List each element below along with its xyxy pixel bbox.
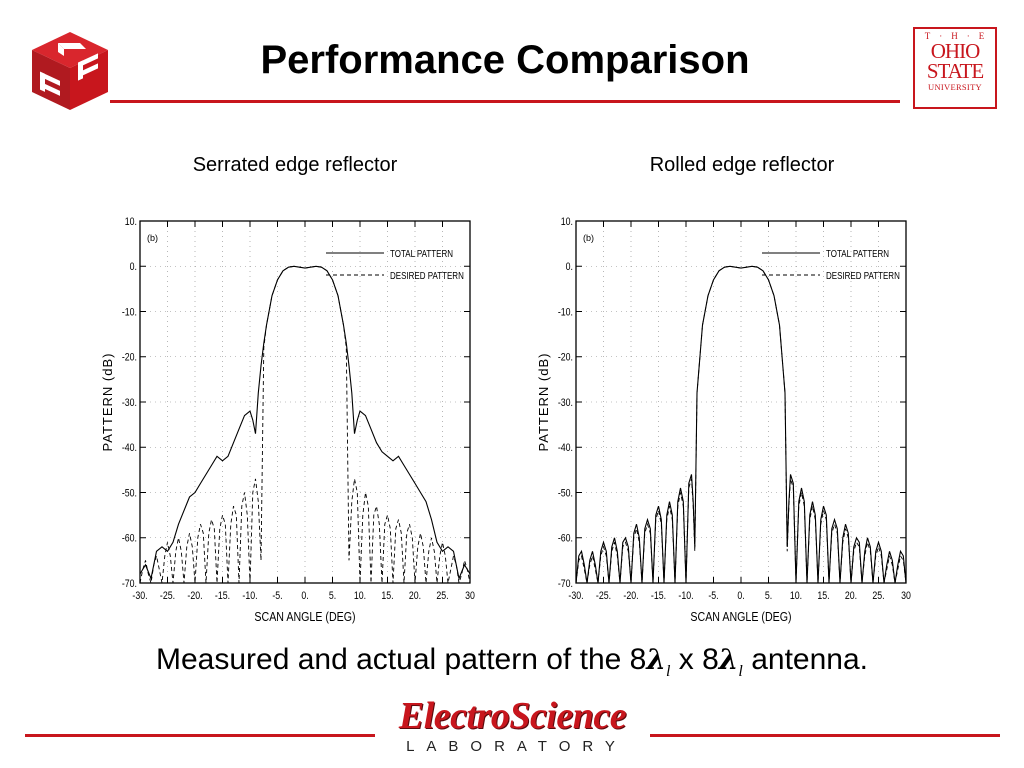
esl-logo-wordmark: ElectroScience bbox=[398, 695, 627, 737]
y-tick-label: -30. bbox=[122, 397, 137, 409]
slide-title: Performance Comparison bbox=[260, 38, 750, 82]
osu-logo-the: T·H·E bbox=[924, 31, 994, 41]
x-tick-label: -25. bbox=[160, 590, 175, 602]
chart-heading-serrated: Serrated edge reflector bbox=[192, 154, 398, 176]
y-tick-label: -60. bbox=[122, 533, 137, 545]
x-tick-label: -5. bbox=[708, 590, 718, 602]
legend-label: DESIRED PATTERN bbox=[826, 270, 900, 281]
esl-logo-subtitle: LABORATORY bbox=[406, 738, 627, 755]
lambda-subscript: l bbox=[738, 663, 743, 680]
grid bbox=[576, 221, 906, 583]
y-axis-label: PATTERN (dB) bbox=[100, 353, 115, 452]
y-tick-label: 10. bbox=[125, 216, 137, 228]
x-tick-label: 25. bbox=[436, 590, 448, 602]
y-axis-label: PATTERN (dB) bbox=[536, 353, 551, 452]
caption-text-mid: x 8 bbox=[670, 643, 719, 676]
y-tick-label: -50. bbox=[122, 488, 137, 500]
slide-caption: Measured and actual pattern of the 8λl x… bbox=[60, 643, 964, 681]
panel-label: (b) bbox=[147, 233, 158, 243]
y-tick-label: 0. bbox=[130, 261, 137, 273]
department-logo bbox=[32, 32, 108, 110]
x-tick-label: 0. bbox=[301, 590, 308, 602]
y-tick-label: 0. bbox=[566, 261, 573, 273]
desired-pattern-line bbox=[140, 265, 470, 583]
serrated-edge-pattern-chart: -30. -25. -20. -15. -10. -5. 0. 5. 10. 15. 20. 25. 3… bbox=[100, 216, 475, 624]
x-tick-label: -25. bbox=[596, 590, 611, 602]
x-tick-label: 25. bbox=[872, 590, 884, 602]
y-tick-label: 10. bbox=[561, 216, 573, 228]
y-tick-label: -20. bbox=[558, 352, 573, 364]
electroscience-laboratory-logo: ElectroScience LABORATORY bbox=[385, 697, 640, 757]
x-tick-label: -10. bbox=[678, 590, 693, 602]
y-tick-label: -30. bbox=[558, 397, 573, 409]
x-tick-label: 30 bbox=[901, 590, 911, 602]
osu-logo-ohio: OHIO bbox=[930, 39, 981, 63]
ohio-state-university-logo: T·H·E OHIO STATE UNIVERSITY bbox=[913, 27, 997, 109]
x-tick-label: 20. bbox=[845, 590, 857, 602]
x-tick-label: -15. bbox=[215, 590, 230, 602]
desired-pattern-line bbox=[576, 265, 906, 583]
osu-logo-state: STATE bbox=[926, 59, 984, 83]
x-tick-label: -30. bbox=[568, 590, 583, 602]
legend-label: DESIRED PATTERN bbox=[390, 270, 464, 281]
footer-divider-right bbox=[650, 734, 1000, 737]
x-axis-label: SCAN ANGLE (DEG) bbox=[690, 609, 791, 624]
x-tick-label: 5. bbox=[329, 590, 336, 602]
rolled-edge-pattern-chart: -30. -25. -20. -15. -10. -5. 0. 5. 10. 15. 20. 25. 3… bbox=[536, 216, 911, 624]
x-tick-label: 15. bbox=[817, 590, 829, 602]
footer-divider-left bbox=[25, 734, 375, 737]
x-tick-label: 10. bbox=[354, 590, 366, 602]
x-tick-label: 0. bbox=[737, 590, 744, 602]
lambda-symbol: λ bbox=[718, 643, 739, 676]
x-tick-label: 20. bbox=[409, 590, 421, 602]
panel-label: (b) bbox=[583, 233, 594, 243]
x-tick-label: 10. bbox=[790, 590, 802, 602]
x-tick-label: 30 bbox=[465, 590, 475, 602]
total-pattern-line bbox=[576, 265, 906, 583]
legend-label: TOTAL PATTERN bbox=[826, 248, 889, 259]
x-tick-label: -20. bbox=[187, 590, 202, 602]
y-tick-label: -50. bbox=[558, 488, 573, 500]
x-tick-label: -15. bbox=[651, 590, 666, 602]
caption-text-pre: Measured and actual pattern of the 8 bbox=[156, 643, 647, 676]
y-tick-label: -10. bbox=[122, 307, 137, 319]
legend-label: TOTAL PATTERN bbox=[390, 248, 453, 259]
title-divider bbox=[110, 100, 900, 103]
y-tick-label: -40. bbox=[122, 442, 137, 454]
y-tick-label: -60. bbox=[558, 533, 573, 545]
chart-heading-rolled: Rolled edge reflector bbox=[649, 154, 835, 176]
y-tick-label: -70. bbox=[122, 578, 137, 590]
y-tick-label: -10. bbox=[558, 307, 573, 319]
x-tick-label: 5. bbox=[765, 590, 772, 602]
x-tick-label: -30. bbox=[132, 590, 147, 602]
x-tick-label: -10. bbox=[242, 590, 257, 602]
y-tick-label: -70. bbox=[558, 578, 573, 590]
x-tick-label: -5. bbox=[272, 590, 282, 602]
caption-text-post: antenna. bbox=[742, 643, 868, 676]
y-tick-label: -20. bbox=[122, 352, 137, 364]
osu-logo-university: UNIVERSITY bbox=[928, 82, 982, 92]
x-tick-label: 15. bbox=[381, 590, 393, 602]
x-axis-label: SCAN ANGLE (DEG) bbox=[254, 609, 355, 624]
lambda-subscript: l bbox=[665, 663, 671, 680]
lambda-symbol: λ bbox=[646, 643, 666, 676]
y-tick-label: -40. bbox=[558, 442, 573, 454]
x-tick-label: -20. bbox=[623, 590, 638, 602]
